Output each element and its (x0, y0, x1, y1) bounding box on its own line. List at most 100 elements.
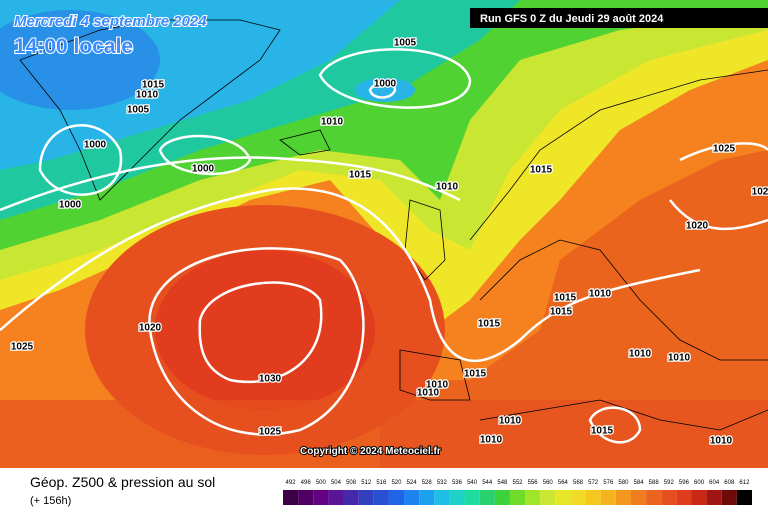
isobar (158, 134, 252, 176)
legend-swatch (721, 490, 737, 505)
isobar-label: 1015 (530, 165, 553, 176)
legend-swatch (540, 490, 556, 505)
legend-label: 552 (512, 480, 523, 486)
isobar-label: 1000 (374, 79, 397, 90)
isobar-label: 1000 (84, 140, 107, 151)
legend-swatch (736, 490, 752, 505)
isobar-label: 102 (752, 187, 768, 198)
legend-swatch (358, 490, 374, 505)
isobar-label: 1015 (591, 426, 614, 437)
legend-swatch (570, 490, 586, 505)
isobar-label: 1015 (550, 307, 573, 318)
legend: 492 496 500 504 508 512 516 520 524 528 532 536 540 5… (283, 480, 752, 505)
run-box (470, 8, 768, 28)
legend-label: 492 (286, 480, 297, 486)
coastline (19, 19, 768, 431)
legend-swatch (661, 490, 677, 505)
legend-label: 556 (528, 480, 539, 486)
legend-swatch (509, 490, 526, 505)
isobar (0, 187, 701, 362)
legend-label: 532 (437, 480, 448, 486)
legend-label: 536 (452, 480, 463, 486)
isobar-label: 1015 (554, 293, 577, 304)
isobar-label: 1010 (710, 436, 733, 447)
legend-swatch (630, 490, 647, 505)
legend-swatch (600, 490, 616, 505)
legend-swatch (615, 490, 631, 505)
isobar-label: 1015 (464, 369, 487, 380)
legend-swatch (343, 490, 359, 505)
legend-swatch (479, 490, 495, 505)
legend-swatch (494, 490, 510, 505)
legend-label: 548 (497, 480, 508, 486)
zone (0, 400, 768, 468)
isobar (368, 81, 397, 99)
isobar (669, 142, 768, 231)
legend-label: 520 (391, 480, 402, 486)
legend-label: 608 (724, 480, 735, 486)
legend-swatch (283, 490, 299, 505)
legend-label: 560 (543, 480, 554, 486)
forecast-time: 14:00 locale (14, 35, 133, 58)
isobar-label: 1010 (136, 90, 159, 101)
legend-label: 576 (603, 480, 614, 486)
isobar (588, 406, 642, 444)
isobar-label: 1010 (321, 117, 344, 128)
isobar-label: 1015 (478, 319, 501, 330)
zone (155, 250, 375, 410)
legend-label: 524 (407, 480, 418, 486)
zone (355, 78, 415, 102)
legend-swatch (585, 490, 601, 505)
legend-label: 568 (573, 480, 584, 486)
legend-label: 612 (739, 480, 750, 486)
legend-swatch (313, 490, 329, 505)
isobar-label: 1010 (426, 380, 449, 391)
isobar-label: 1015 (142, 80, 165, 91)
legend-swatch (404, 490, 420, 505)
legend-label: 588 (649, 480, 660, 486)
isobar-label: 1000 (192, 164, 215, 175)
legend-label: 584 (634, 480, 645, 486)
legend-swatch (676, 490, 692, 505)
isobar-label: 1005 (127, 105, 150, 116)
legend-swatch (449, 490, 465, 505)
footer-title: Géop. Z500 & pression au sol (30, 474, 215, 490)
zone (380, 150, 768, 468)
legend-swatch (525, 490, 541, 505)
isobar-label: 1025 (11, 342, 34, 353)
isobar-label: 1010 (589, 289, 612, 300)
isobar-label: 1010 (629, 349, 652, 360)
legend-swatch (419, 490, 435, 505)
legend-label: 528 (422, 480, 433, 486)
legend-label: 496 (301, 480, 312, 486)
legend-swatch (646, 490, 662, 505)
legend-swatch (373, 490, 389, 505)
isobar (38, 124, 123, 196)
isobar-label: 1025 (713, 144, 736, 155)
isobar-label: 1010 (480, 435, 503, 446)
isobar (148, 247, 365, 436)
isobar-label: 1015 (349, 170, 372, 181)
legend-label: 596 (679, 480, 690, 486)
legend-swatch (555, 490, 571, 505)
legend-swatch (464, 490, 480, 505)
legend-swatch (706, 490, 722, 505)
legend-label: 580 (618, 480, 629, 486)
isobar-label: 1000 (59, 200, 82, 211)
isobar-label: 1010 (499, 416, 522, 427)
legend-label: 604 (709, 480, 720, 486)
forecast-date: Mercredi 4 septembre 2024 (14, 13, 207, 30)
isobar (318, 48, 472, 109)
legend-swatch (328, 490, 344, 505)
isobar-label: 1010 (417, 388, 440, 399)
legend-swatch (388, 490, 405, 505)
isobar-label: 1020 (686, 221, 709, 232)
footer-lead: (+ 156h) (30, 495, 71, 507)
copyright: Copyright © 2024 Meteociel.fr (300, 446, 441, 457)
run-info: Run GFS 0 Z du Jeudi 29 août 2024 (480, 13, 664, 25)
legend-label: 516 (376, 480, 387, 486)
legend-label: 564 (558, 480, 569, 486)
legend-label: 512 (361, 480, 372, 486)
isobar (198, 281, 323, 384)
